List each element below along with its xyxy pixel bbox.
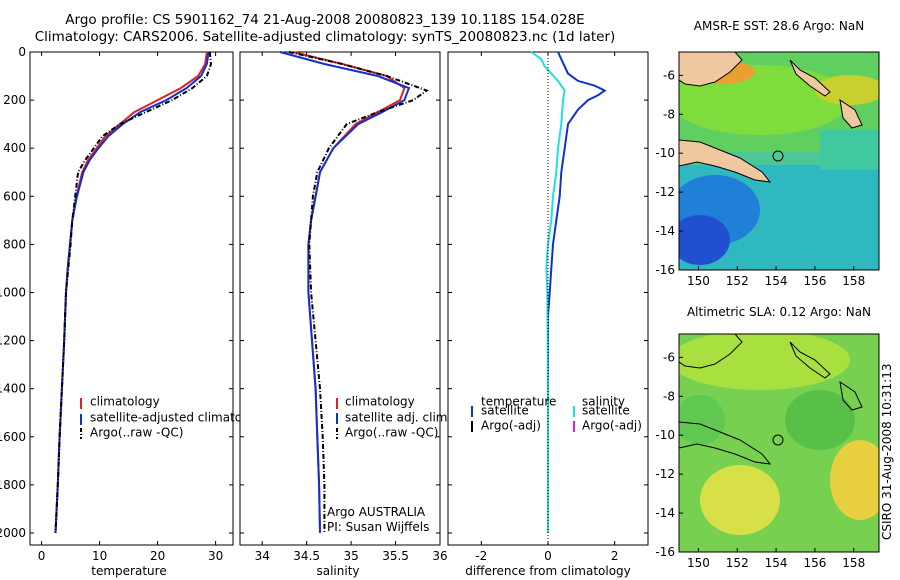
legend-label-argo: Argo(..raw -QC) xyxy=(90,426,183,440)
sla-high-patch xyxy=(679,334,850,390)
x-tick-label: 0 xyxy=(544,549,552,563)
legend-label-argo: Argo(..raw -QC) xyxy=(345,426,438,440)
difference-xlabel: difference from climatology xyxy=(465,564,631,578)
x-tick-label: 34.5 xyxy=(293,549,320,563)
x-tick-label: -2 xyxy=(475,549,487,563)
salinity-panel: 34 34.5 35 35.5 36 salinity climatology sate… xyxy=(239,51,451,578)
legend-title-salinity: salinity xyxy=(582,395,625,409)
sst-map-panel: AMSR-E SST: 28.6 Argo: NaN 150 152 154 156 1… xyxy=(655,19,880,288)
map-x-tick-label: 152 xyxy=(726,274,749,288)
sst-map-title: AMSR-E SST: 28.6 Argo: NaN xyxy=(694,19,864,33)
salinity-axes-box xyxy=(239,51,441,546)
sst-warm-patch-2 xyxy=(815,75,879,105)
x-tick-label: 35.5 xyxy=(382,549,409,563)
map-x-tick-label: 152 xyxy=(726,556,749,570)
temperature-axes-box xyxy=(29,51,234,546)
map-x-tick-label: 150 xyxy=(687,274,710,288)
y-tick-label: 400 xyxy=(3,141,26,155)
x-tick-label: 35 xyxy=(343,549,358,563)
y-tick-label: 1800 xyxy=(0,478,26,492)
timestamp-sidebar: CSIRO 31-Aug-2008 10:31:13 xyxy=(880,363,894,540)
x-tick-label: 0 xyxy=(38,549,46,563)
map-y-tick-label: -6 xyxy=(663,68,675,82)
series-temperature-satellite xyxy=(547,51,607,533)
y-tick-label: 1000 xyxy=(0,285,26,299)
float-pi-annotation: PI: Susan Wijffels xyxy=(327,520,429,534)
map-y-tick-label: -14 xyxy=(655,506,675,520)
series-salinity-satellite xyxy=(530,51,566,533)
map-x-tick-label: 158 xyxy=(842,274,865,288)
sla-map-image xyxy=(679,334,879,552)
y-tick-label: 600 xyxy=(3,189,26,203)
map-y-tick-label: -12 xyxy=(655,185,675,199)
sst-map-image xyxy=(679,52,879,270)
sst-map-frame xyxy=(678,51,880,271)
temperature-xlabel: temperature xyxy=(91,564,166,578)
x-tick-label: 10 xyxy=(92,549,107,563)
sla-low-patch xyxy=(785,390,855,450)
float-owner-annotation: Argo AUSTRALIA xyxy=(327,505,426,519)
argo-location-marker-sst xyxy=(772,150,784,162)
legend-label-sal-argo: Argo(-adj) xyxy=(582,419,642,433)
map-y-tick-label: -10 xyxy=(655,146,675,160)
y-tick-label: 1600 xyxy=(0,430,26,444)
argo-location-marker-sla xyxy=(772,434,784,446)
map-y-tick-label: -8 xyxy=(663,389,675,403)
legend-label-temp-argo: Argo(-adj) xyxy=(481,419,541,433)
temperature-panel: 0 10 20 30 0 200 400 600 800 1000 1200 1400 1600 1800… xyxy=(0,45,268,578)
legend-label-climatology: climatology xyxy=(90,395,160,409)
series-argo-raw-qc- xyxy=(288,51,429,533)
map-x-tick-label: 158 xyxy=(842,556,865,570)
map-y-tick-label: -10 xyxy=(655,428,675,442)
map-y-tick-label: -8 xyxy=(663,107,675,121)
coastline-sla xyxy=(679,334,863,465)
sla-low-patch-2 xyxy=(679,395,725,445)
coastline-sst xyxy=(679,52,863,183)
sla-map-frame xyxy=(678,333,880,553)
map-y-tick-label: -16 xyxy=(655,263,675,277)
x-tick-label: 30 xyxy=(208,549,223,563)
series-argo-raw-qc- xyxy=(54,51,213,534)
y-tick-label: 1200 xyxy=(0,334,26,348)
legend-label-satellite: satellite adj. clim. xyxy=(345,411,451,425)
x-tick-label: 36 xyxy=(432,549,447,563)
map-x-tick-label: 156 xyxy=(803,556,826,570)
sst-cold-patch xyxy=(679,215,730,265)
difference-panel: -2 0 2 difference from climatology tempera… xyxy=(447,51,649,578)
sla-map-title: Altimetric SLA: 0.12 Argo: NaN xyxy=(687,305,871,319)
salinity-xlabel: salinity xyxy=(316,564,359,578)
y-tick-label: 2000 xyxy=(0,526,26,540)
y-tick-label: 200 xyxy=(3,93,26,107)
plot-title-line-1: Argo profile: CS 5901162_74 21-Aug-2008 … xyxy=(65,12,585,28)
plot-title-line-2: Climatology: CARS2006. Satellite-adjuste… xyxy=(34,29,616,45)
map-x-tick-label: 154 xyxy=(765,556,788,570)
map-x-tick-label: 150 xyxy=(687,556,710,570)
legend-label-sal-satellite: satellite xyxy=(582,404,630,418)
map-y-tick-label: -6 xyxy=(663,350,675,364)
map-y-tick-label: -12 xyxy=(655,467,675,481)
map-x-tick-label: 156 xyxy=(803,274,826,288)
x-tick-label: 34 xyxy=(255,549,270,563)
legend-label-climatology: climatology xyxy=(345,395,415,409)
y-tick-label: 800 xyxy=(3,237,26,251)
legend-label-satellite: satellite-adjusted climatology xyxy=(90,411,268,425)
x-tick-label: 2 xyxy=(611,549,619,563)
sla-high-patch-3 xyxy=(700,465,780,535)
sla-map-panel: Altimetric SLA: 0.12 Argo: NaN 150 152 154… xyxy=(655,305,880,570)
x-tick-label: 20 xyxy=(150,549,165,563)
sla-high-patch-2 xyxy=(830,440,879,520)
y-tick-label: 0 xyxy=(18,45,26,59)
temperature-legend: climatology satellite-adjusted climatolo… xyxy=(80,395,268,440)
map-y-tick-label: -16 xyxy=(655,545,675,559)
difference-legend: temperature satellite Argo(-adj) salinit… xyxy=(471,395,642,433)
series-satellite-adj-clim- xyxy=(279,51,411,534)
salinity-legend: climatology satellite adj. clim. Argo(..… xyxy=(336,395,451,440)
y-tick-label: 1400 xyxy=(0,382,26,396)
map-x-tick-label: 154 xyxy=(765,274,788,288)
legend-label-temp-satellite: satellite xyxy=(481,404,529,418)
legend-title-temperature: temperature xyxy=(481,395,556,409)
sst-patch-3 xyxy=(820,130,879,170)
map-y-tick-label: -14 xyxy=(655,224,675,238)
